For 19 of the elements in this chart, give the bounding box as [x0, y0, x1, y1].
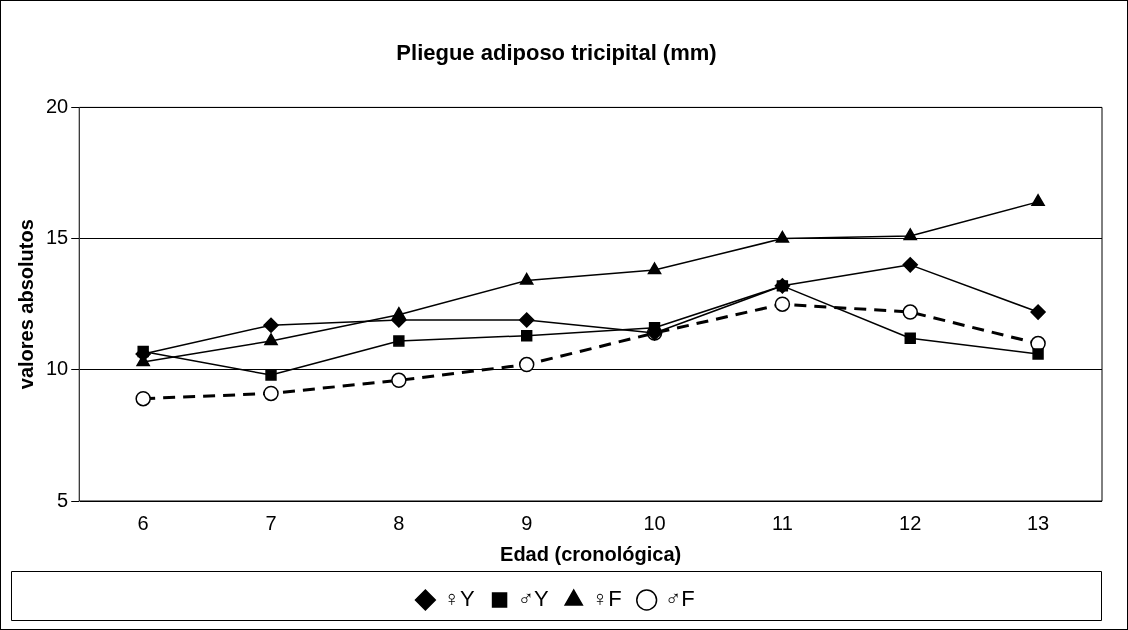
- y-tick-label: 15: [46, 226, 69, 249]
- x-tick-label: 10: [643, 511, 666, 534]
- legend-label: ♂F: [664, 586, 695, 612]
- x-tick-label: 13: [1026, 511, 1050, 534]
- x-tick-label: 12: [899, 511, 922, 534]
- legend-label: ♀Y: [443, 586, 475, 612]
- chart-title: Pliegue adiposo tricipital (mm): [396, 40, 717, 66]
- y-tick-label: 10: [46, 357, 69, 380]
- x-tick-label: 9: [521, 511, 533, 534]
- legend-label: ♀F: [591, 586, 622, 612]
- x-tick-label: 6: [137, 511, 149, 534]
- x-axis-title: Edad (cronológica): [500, 542, 682, 565]
- y-tick-label: 5: [57, 488, 69, 511]
- y-tick-label: 20: [46, 94, 69, 117]
- x-tick-label: 11: [772, 511, 793, 534]
- x-tick-label: 7: [265, 511, 277, 534]
- y-axis-title: valores absolutos: [14, 219, 37, 390]
- legend-label: ♂Y: [517, 586, 550, 612]
- x-tick-label: 8: [393, 511, 405, 534]
